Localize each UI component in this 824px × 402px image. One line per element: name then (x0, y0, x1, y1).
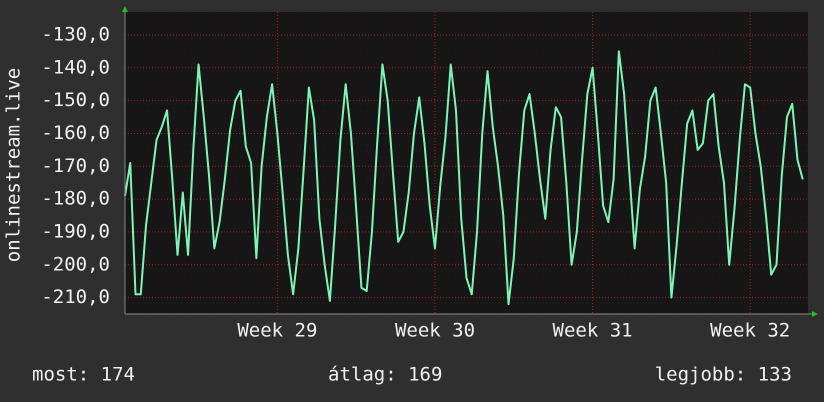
y-tick-label: -150,0 (41, 89, 110, 111)
footer-best: legjobb: 133 (655, 364, 792, 386)
y-tick-label: -200,0 (41, 253, 110, 275)
x-tick-label: Week 31 (553, 320, 633, 342)
y-tick-label: -130,0 (41, 23, 110, 45)
x-tick-label: Week 32 (710, 320, 790, 342)
y-axis-label: onlinestream.live (3, 68, 25, 262)
y-axis-arrow (122, 6, 128, 12)
y-tick-label: -190,0 (41, 220, 110, 242)
y-tick-label: -180,0 (41, 188, 110, 210)
x-tick-label: Week 29 (237, 320, 317, 342)
x-tick-label: Week 30 (395, 320, 475, 342)
y-tick-label: -170,0 (41, 155, 110, 177)
y-tick-label: -210,0 (41, 286, 110, 308)
footer-average: átlag: 169 (328, 364, 442, 386)
data-line (124, 50, 804, 306)
minor-grid (125, 12, 808, 314)
y-tick-label: -160,0 (41, 122, 110, 144)
x-axis-arrow (812, 311, 818, 317)
y-tick-label: -140,0 (41, 56, 110, 78)
footer-current: most: 174 (32, 364, 135, 386)
chart-layer (124, 12, 808, 314)
